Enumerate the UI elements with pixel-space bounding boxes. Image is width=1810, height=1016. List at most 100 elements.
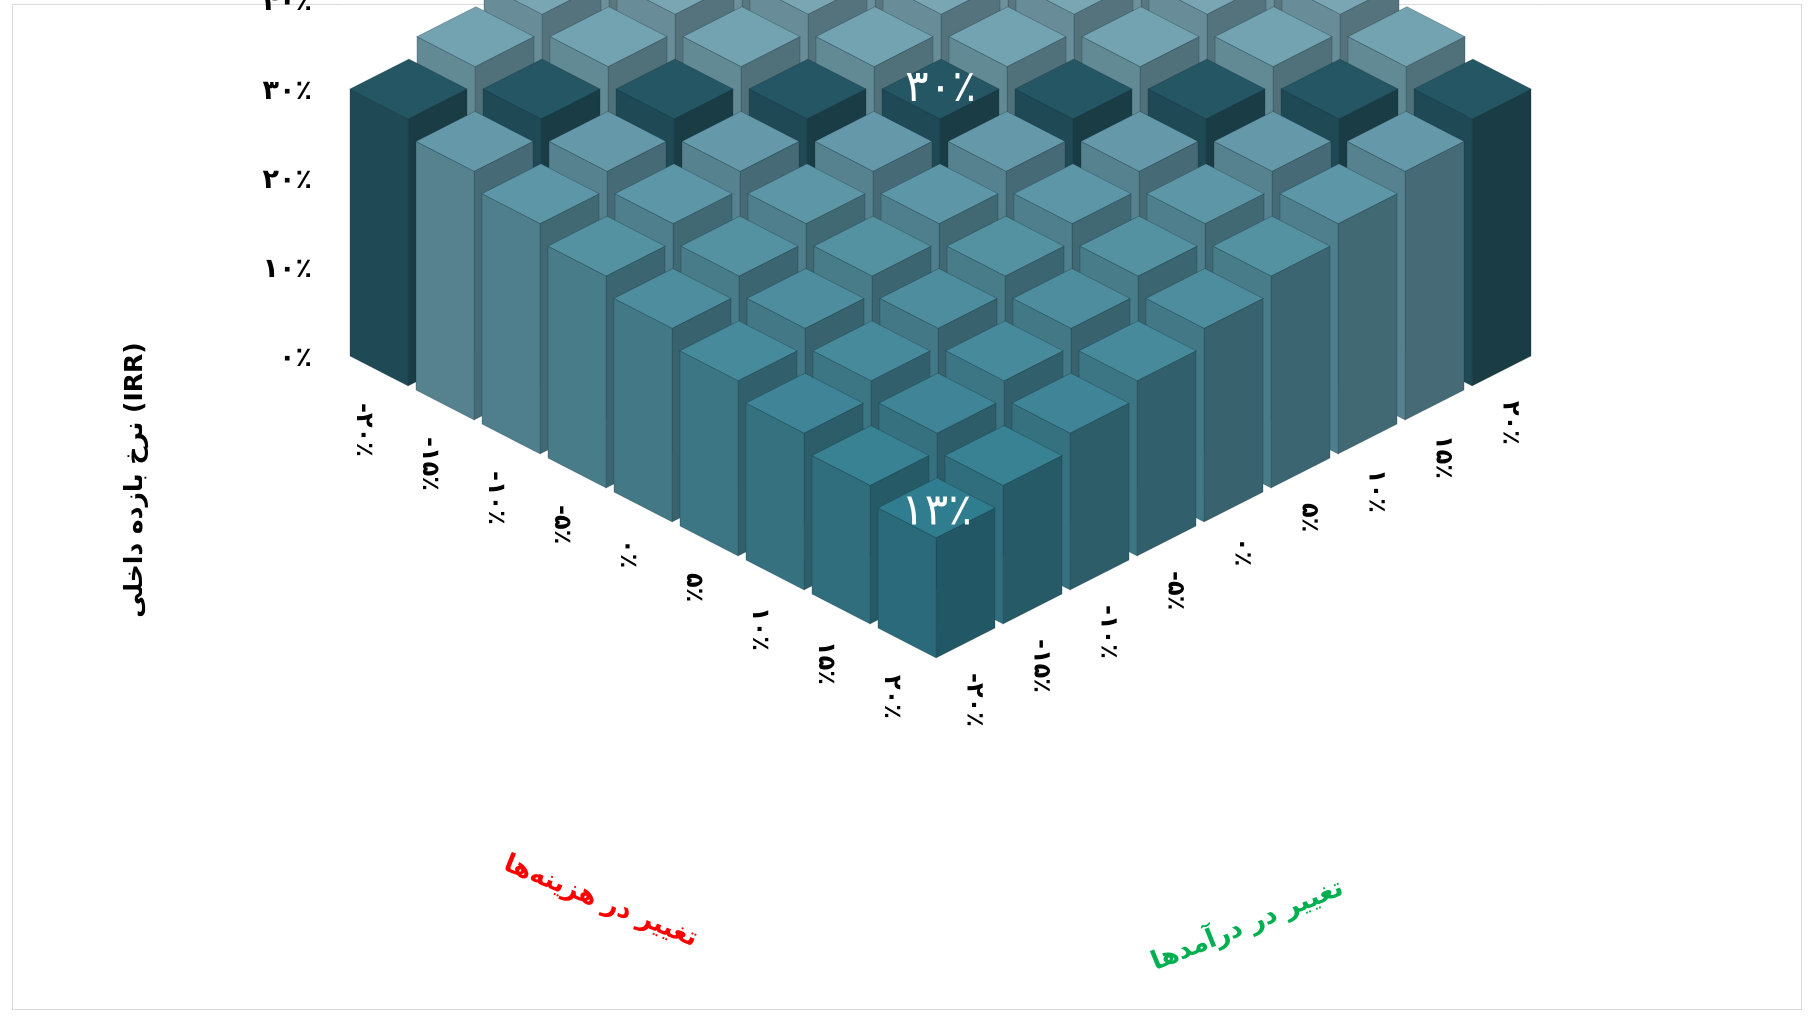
y-tick-label: ۴۰٪ bbox=[263, 0, 312, 17]
bar-top bbox=[646, 0, 704, 15]
bar-top bbox=[1413, 58, 1532, 120]
bar-face bbox=[613, 297, 673, 523]
cost-tick-label: ۵٪ bbox=[681, 573, 709, 602]
bar-face bbox=[349, 88, 409, 387]
bar-top bbox=[1347, 6, 1466, 68]
bar-face bbox=[1337, 193, 1398, 455]
cost-tick-label: -۲۰٪ bbox=[351, 403, 379, 457]
bar-face bbox=[415, 140, 475, 421]
y-tick-label: ۰٪ bbox=[279, 342, 312, 373]
revenue-tick-label: -۲۰٪ bbox=[962, 673, 990, 727]
revenue-axis-ticks: -۲۰٪ -۱۵٪ -۱۰٪ -۵٪ ۰٪ ۵٪ ۱۰٪ ۱۵٪ ۲۰٪ bbox=[962, 401, 1526, 727]
bar-top bbox=[349, 58, 468, 120]
y-tick-label: ۲۰٪ bbox=[263, 164, 312, 195]
bar-top bbox=[1279, 163, 1398, 225]
bar-top bbox=[1146, 163, 1265, 225]
bar-face bbox=[1136, 350, 1197, 557]
bar bbox=[877, 477, 996, 659]
data-labels: ۱۳٪۳۰٪۴۶٪ bbox=[901, 61, 976, 535]
cost-tick-label: ۰٪ bbox=[615, 539, 643, 568]
bar-top bbox=[1145, 268, 1264, 329]
bar-face bbox=[1069, 402, 1130, 591]
y-axis-ticks: ۰٪۱۰٪۲۰٪۳۰٪۴۰٪۵۰٪ bbox=[263, 0, 312, 373]
bar-top bbox=[945, 320, 1064, 382]
bar-top bbox=[815, 6, 934, 68]
bar-top bbox=[482, 58, 601, 120]
bar-top bbox=[878, 372, 997, 434]
bar-top bbox=[548, 110, 667, 172]
bar-top bbox=[513, 0, 571, 15]
bar-face bbox=[547, 245, 607, 489]
cost-tick-label: -۱۰٪ bbox=[483, 471, 511, 525]
bar-top bbox=[814, 110, 933, 172]
bars bbox=[349, 0, 1532, 659]
bar-top bbox=[811, 425, 930, 486]
y-tick-label: ۱۰٪ bbox=[263, 253, 312, 284]
bar-top bbox=[547, 215, 666, 277]
bar-top bbox=[1079, 215, 1198, 277]
bar-face bbox=[1203, 297, 1264, 523]
bar-top bbox=[679, 320, 798, 382]
bar-face bbox=[1471, 88, 1532, 387]
bar-top bbox=[944, 425, 1063, 486]
bar-top bbox=[1280, 58, 1399, 120]
bar-top bbox=[747, 163, 866, 225]
data-label: ۱۳٪ bbox=[901, 484, 972, 535]
bar-top bbox=[682, 6, 801, 68]
cost-tick-label: ۱۵٪ bbox=[813, 641, 841, 685]
bar-face bbox=[1404, 140, 1465, 421]
bar-top bbox=[615, 58, 734, 120]
bar-top bbox=[1013, 163, 1132, 225]
cost-tick-label: ۲۰٪ bbox=[879, 675, 907, 719]
bar-top bbox=[880, 163, 999, 225]
cost-tick-label: -۵٪ bbox=[549, 505, 577, 544]
bar-top bbox=[1147, 58, 1266, 120]
bar-top bbox=[946, 215, 1065, 277]
bar-top bbox=[1011, 372, 1130, 434]
cost-axis-title: تغییر در هزینه‌ها bbox=[500, 848, 703, 953]
bar-top bbox=[613, 268, 732, 329]
bar-top bbox=[779, 0, 837, 15]
revenue-tick-label: -۱۵٪ bbox=[1029, 639, 1057, 693]
bar-top bbox=[416, 6, 535, 68]
bar-top bbox=[1311, 0, 1369, 15]
bar-top bbox=[812, 320, 931, 382]
revenue-tick-label: ۵٪ bbox=[1297, 503, 1325, 532]
revenue-tick-label: ۱۵٪ bbox=[1431, 435, 1459, 479]
bar-top bbox=[481, 163, 600, 225]
bar-top bbox=[1212, 215, 1331, 277]
bar-face bbox=[679, 350, 739, 557]
bar-face bbox=[745, 402, 805, 591]
bar-top bbox=[748, 58, 867, 120]
bar-top bbox=[1213, 110, 1332, 172]
bar-top bbox=[1014, 58, 1133, 120]
bar-top bbox=[1178, 0, 1236, 15]
revenue-tick-label: -۵٪ bbox=[1163, 571, 1191, 610]
bar-top bbox=[680, 215, 799, 277]
revenue-tick-label: ۲۰٪ bbox=[1498, 401, 1526, 445]
bar-top bbox=[948, 6, 1067, 68]
bar-top bbox=[1081, 6, 1200, 68]
bar-top bbox=[1045, 0, 1103, 15]
bar-top bbox=[681, 110, 800, 172]
bar-top bbox=[813, 215, 932, 277]
bar-top bbox=[745, 372, 864, 434]
revenue-tick-label: -۱۰٪ bbox=[1096, 605, 1124, 659]
data-label: ۳۰٪ bbox=[905, 61, 976, 112]
bar-top bbox=[947, 110, 1066, 172]
cost-axis-ticks: -۲۰٪ -۱۵٪ -۱۰٪ -۵٪ ۰٪ ۵٪ ۱۰٪ ۱۵٪ ۲۰٪ bbox=[351, 403, 907, 719]
bar-top bbox=[879, 268, 998, 329]
revenue-axis-title: تغییر در درآمدها bbox=[1146, 871, 1347, 977]
bar-top bbox=[549, 6, 668, 68]
bar-top bbox=[881, 58, 1000, 120]
cost-tick-label: ۱۰٪ bbox=[747, 607, 775, 651]
y-tick-label: ۳۰٪ bbox=[263, 75, 312, 106]
bar-top bbox=[614, 163, 733, 225]
y-axis-title: نرخ بازده داخلی (IRR) bbox=[119, 342, 149, 617]
bar-top bbox=[1012, 268, 1131, 329]
bar-face bbox=[1270, 245, 1331, 489]
bar-top bbox=[1346, 110, 1465, 172]
bar-top bbox=[1214, 6, 1333, 68]
bar-top bbox=[1080, 110, 1199, 172]
cost-tick-label: -۱۵٪ bbox=[417, 437, 445, 491]
